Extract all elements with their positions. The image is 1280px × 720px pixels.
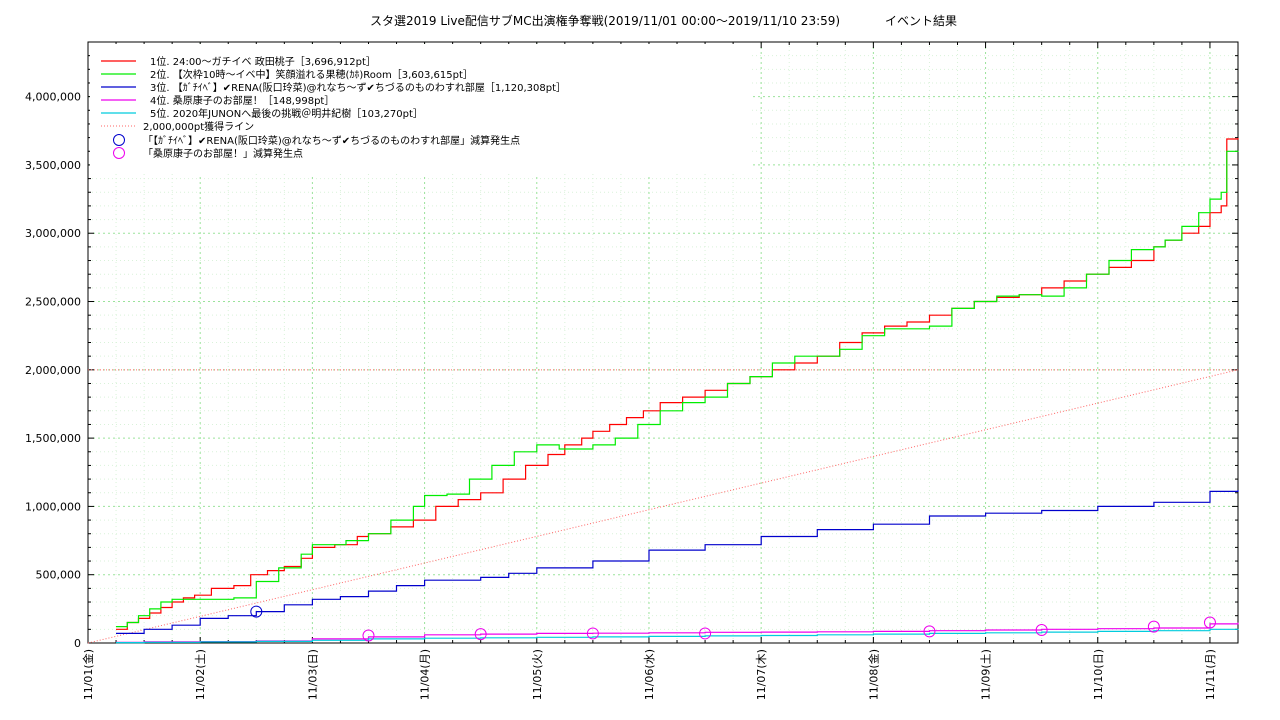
series-group bbox=[87, 138, 1239, 644]
x-tick-label: 11/02(土) bbox=[194, 649, 207, 700]
legend-item-5: 5位. 2020年JUNONへ最後の挑戦＠明井紀樹［103,270pt］ bbox=[150, 107, 423, 120]
x-tick-label: 11/01(金) bbox=[81, 649, 95, 700]
y-tick-label: 2,500,000 bbox=[25, 296, 81, 309]
y-tick-label: 500,000 bbox=[36, 569, 82, 582]
legend-item-1: 1位. 24:00～ガチイベ 政田桃子［3,696,912pt］ bbox=[150, 55, 376, 68]
x-tick-label: 11/06(水) bbox=[643, 649, 656, 700]
x-tick-label: 11/03(日) bbox=[306, 649, 319, 700]
chart-subtitle: イベント結果 bbox=[885, 14, 957, 28]
x-tick-label: 11/04(月) bbox=[419, 649, 432, 700]
legend-item-marker-2: 「桑原康子のお部屋！」減算発生点 bbox=[143, 147, 303, 160]
legend-marker bbox=[113, 147, 125, 159]
y-tick-label: 1,000,000 bbox=[25, 500, 81, 513]
y-tick-label: 4,000,000 bbox=[25, 91, 81, 104]
y-tick-label: 1,500,000 bbox=[25, 432, 81, 445]
series-line-5 bbox=[116, 628, 1239, 644]
legend-item-2: 2位. 【次枠10時～イベ中】笑顔溢れる果穂(ｶﾎ)Room［3,603,615… bbox=[150, 68, 473, 81]
marker-point-2 bbox=[586, 627, 599, 640]
marker-point-2 bbox=[1203, 616, 1216, 629]
series-line-3 bbox=[116, 490, 1239, 634]
y-tick-label: 3,500,000 bbox=[25, 159, 81, 172]
legend-item-3: 3位. 【ｶﾞﾁｲﾍﾞ】✔RENA(阪口玲菜)@れなち～ず✔ちづるのものわすれ部… bbox=[150, 81, 566, 94]
y-tick-label: 0 bbox=[74, 637, 81, 650]
x-tick-label: 11/09(土) bbox=[980, 649, 993, 700]
series-line-2 bbox=[116, 150, 1239, 628]
legend: 1位. 24:00～ガチイベ 政田桃子［3,696,912pt］2位. 【次枠1… bbox=[90, 44, 750, 174]
marker-point-2 bbox=[1035, 624, 1048, 637]
x-tick-label: 11/10(日) bbox=[1092, 649, 1105, 700]
x-tick-label: 11/05(火) bbox=[531, 649, 544, 700]
legend-item-4: 4位. 桑原康子のお部屋！［148,998pt］ bbox=[150, 94, 334, 107]
chart-title: スタ選2019 Live配信サブMC出演権争奪戦(2019/11/01 00:0… bbox=[370, 13, 840, 28]
legend-item-reference: 2,000,000pt獲得ライン bbox=[143, 120, 254, 133]
legend-marker bbox=[113, 134, 125, 146]
marker-point-1 bbox=[250, 605, 263, 618]
marker-point-2 bbox=[474, 628, 487, 641]
marker-point-2 bbox=[1147, 620, 1160, 633]
x-tick-label: 11/08(金) bbox=[866, 649, 880, 700]
legend-background bbox=[90, 44, 750, 174]
legend-item-marker-1: 「【ｶﾞﾁｲﾍﾞ】✔RENA(阪口玲菜)@れなち～ず✔ちづるのものわすれ部屋」減… bbox=[143, 134, 520, 147]
x-tick-label: 11/07(木) bbox=[755, 649, 768, 700]
marker-point-2 bbox=[362, 629, 375, 642]
y-tick-label: 2,000,000 bbox=[25, 364, 81, 377]
marker-point-2 bbox=[699, 627, 712, 640]
x-tick-label: 11/11(月) bbox=[1204, 649, 1217, 700]
marker-point-2 bbox=[923, 625, 936, 638]
reference-line bbox=[87, 369, 1239, 644]
y-tick-label: 3,000,000 bbox=[25, 227, 81, 240]
